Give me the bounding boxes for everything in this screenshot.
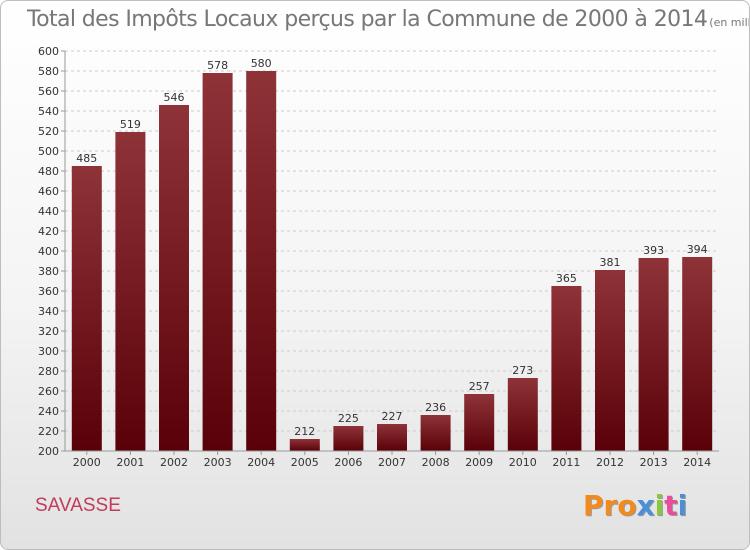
x-tick-label: 2013 [640, 456, 668, 469]
logo-letter: o [617, 489, 637, 522]
chart-title-text: Total des Impôts Locaux perçus par la Co… [27, 7, 708, 32]
y-tick-label: 220 [38, 425, 59, 438]
y-tick-label: 460 [38, 185, 59, 198]
x-tick-label: 2002 [160, 456, 188, 469]
data-label: 225 [338, 412, 359, 425]
bar [115, 132, 146, 451]
bar [638, 258, 669, 451]
x-axis: 2000 2001 2002 2003 2004 2005 2006 2007 2008 2009… [65, 450, 719, 469]
x-tick-label: 2006 [334, 456, 362, 469]
data-label: 381 [600, 256, 621, 269]
x-tick-label: 2010 [509, 456, 537, 469]
bar [71, 166, 102, 451]
y-tick-label: 580 [38, 65, 59, 78]
y-tick-label: 380 [38, 265, 59, 278]
chart-title: Total des Impôts Locaux perçus par la Co… [27, 7, 750, 32]
bar [551, 286, 582, 451]
logo-letter: P [583, 489, 604, 522]
commune-name: SAVASSE [35, 495, 121, 516]
logo-letter: i [677, 489, 688, 522]
y-tick-label: 540 [38, 105, 59, 118]
bar [377, 424, 407, 451]
bar [246, 71, 277, 451]
x-tick-label: 2003 [204, 456, 232, 469]
y-tick-label: 260 [38, 385, 59, 398]
x-tick-label: 2014 [683, 456, 711, 469]
y-tick-label: 420 [38, 225, 59, 238]
data-label: 257 [469, 380, 490, 393]
x-tick-label: 2005 [291, 456, 319, 469]
x-tick-label: 2008 [422, 456, 450, 469]
y-tick-label: 300 [38, 345, 59, 358]
bar [507, 378, 538, 451]
bar [159, 105, 189, 451]
data-label: 227 [382, 410, 403, 423]
bars: 485 519 546 578 580 212 225 227 236 257 273 365 381 3… [71, 57, 713, 451]
x-tick-label: 2012 [596, 456, 624, 469]
bar [420, 415, 451, 451]
data-label: 485 [76, 152, 97, 165]
y-tick-label: 600 [38, 45, 59, 58]
x-tick-label: 2004 [247, 456, 275, 469]
bar [333, 426, 364, 451]
logo-letter: r [603, 489, 618, 522]
x-tick-label: 2007 [378, 456, 406, 469]
x-tick-label: 2000 [73, 456, 101, 469]
bar [464, 394, 495, 451]
logo-letter: i [654, 489, 665, 522]
data-label: 393 [643, 244, 664, 257]
y-tick-label: 200 [38, 445, 59, 458]
chart-title-unit: (en milliers d'€) [709, 16, 750, 29]
data-label: 580 [251, 57, 272, 70]
data-label: 273 [512, 364, 533, 377]
y-tick-label: 480 [38, 165, 59, 178]
bar [682, 257, 713, 451]
y-tick-label: 520 [38, 125, 59, 138]
y-tick-label: 240 [38, 405, 59, 418]
data-label: 519 [120, 118, 141, 131]
x-tick-label: 2009 [465, 456, 493, 469]
bar [289, 439, 320, 451]
y-tick-label: 340 [38, 305, 59, 318]
logo-letter: x [636, 489, 655, 522]
y-tick-label: 560 [38, 85, 59, 98]
logo-letter: t [664, 489, 678, 522]
data-label: 365 [556, 272, 577, 285]
x-tick-label: 2001 [116, 456, 144, 469]
y-axis: 200 220 240 260 280 300 320 340 360 380 400 420 440 4… [38, 45, 66, 458]
bar [202, 73, 233, 451]
y-tick-label: 360 [38, 285, 59, 298]
y-tick-label: 400 [38, 245, 59, 258]
y-tick-label: 280 [38, 365, 59, 378]
data-label: 212 [294, 425, 315, 438]
y-tick-label: 500 [38, 145, 59, 158]
data-label: 236 [425, 401, 446, 414]
y-tick-label: 320 [38, 325, 59, 338]
y-tick-label: 440 [38, 205, 59, 218]
data-label: 578 [207, 59, 228, 72]
proxiti-logo: Proxiti [583, 489, 687, 522]
x-tick-label: 2011 [552, 456, 580, 469]
data-label: 394 [687, 243, 708, 256]
bar [595, 270, 625, 451]
data-label: 546 [164, 91, 185, 104]
